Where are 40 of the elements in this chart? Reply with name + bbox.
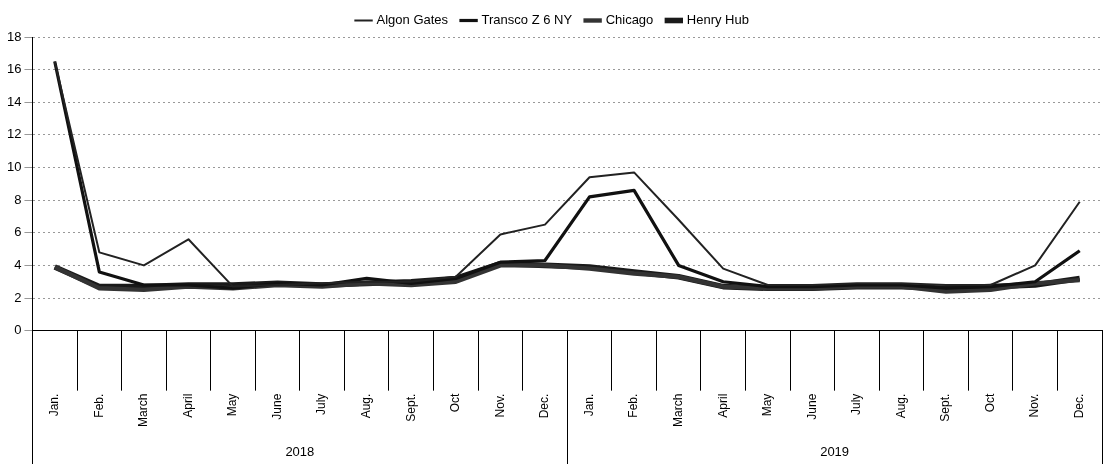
x-tick-label: July	[849, 393, 864, 415]
x-tick-label: April	[715, 393, 730, 418]
x-tick-label: May	[225, 393, 240, 417]
y-tick-label: 18	[6, 28, 22, 44]
x-tick-label: Nov.	[492, 393, 507, 418]
x-tick-label: Nov.	[1027, 393, 1042, 418]
x-tick-label: Sept.	[938, 393, 953, 422]
x-tick-label: June	[269, 393, 284, 420]
y-tick-label: 4	[14, 256, 22, 272]
x-tick-label: June	[804, 393, 819, 420]
text: 2019	[820, 443, 850, 459]
y-tick-label: 16	[6, 61, 22, 77]
y-tick-label: 0	[14, 322, 22, 338]
x-tick-label: Jan.	[581, 393, 596, 417]
x-tick-label: May	[760, 393, 775, 417]
x-tick-label: Oct	[448, 393, 463, 413]
legend-label: Chicago	[605, 12, 654, 28]
y-tick-label: 2	[14, 289, 22, 305]
x-tick-label: Aug.	[359, 393, 373, 419]
x-tick-label: April	[180, 393, 195, 418]
legend-label: Algon Gates	[376, 12, 449, 28]
x-tick-label: Aug.	[893, 393, 908, 419]
x-tick-label: March	[136, 393, 151, 427]
legend-label: Transco Z 6 NY	[481, 12, 573, 28]
y-tick-label: 8	[14, 191, 22, 207]
legend-label: Henry Hub	[686, 12, 749, 28]
x-tick-label: Dec.	[1072, 393, 1087, 419]
y-tick-label: 10	[6, 159, 22, 175]
text: 2018	[285, 443, 315, 459]
x-tick-label: Sept.	[403, 393, 418, 422]
y-tick-label: 14	[6, 93, 22, 109]
x-tick-label: Jan.	[47, 393, 62, 417]
x-tick-label: Oct	[982, 393, 997, 413]
x-tick-label: July	[314, 393, 329, 415]
x-tick-label: Feb.	[626, 393, 641, 418]
y-tick-label: 6	[14, 224, 22, 240]
x-tick-label: March	[670, 393, 685, 427]
x-tick-label: Feb.	[91, 393, 106, 418]
x-tick-label: Dec.	[537, 393, 552, 419]
y-tick-label: 12	[6, 126, 22, 142]
